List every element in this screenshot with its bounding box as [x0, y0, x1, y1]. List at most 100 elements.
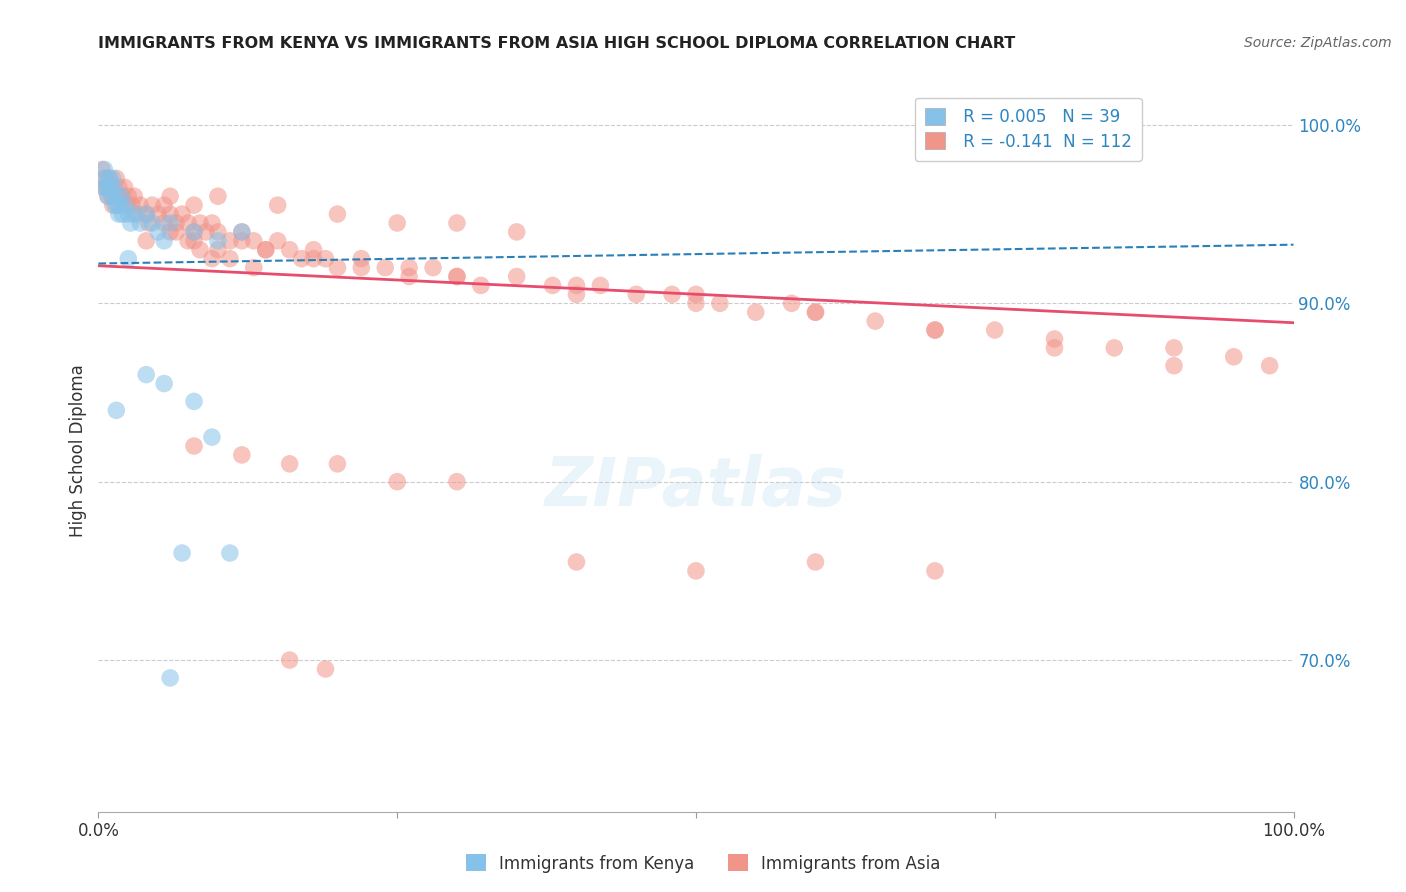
Point [446, 475, 468, 489]
Point [183, 439, 205, 453]
Point [135, 234, 157, 248]
Point [117, 207, 139, 221]
Point [219, 546, 242, 560]
Point [153, 376, 176, 391]
Point [96, 180, 118, 194]
Point [302, 243, 325, 257]
Point [254, 243, 277, 257]
Point [267, 198, 290, 212]
Point [98, 180, 122, 194]
Point [129, 198, 152, 212]
Point [398, 269, 420, 284]
Point [804, 305, 827, 319]
Point [141, 216, 163, 230]
Point [374, 260, 396, 275]
Point [105, 189, 128, 203]
Point [506, 225, 529, 239]
Point [107, 207, 129, 221]
Point [107, 180, 129, 194]
Point [804, 305, 827, 319]
Point [804, 555, 827, 569]
Point [159, 207, 181, 221]
Point [278, 457, 301, 471]
Point [111, 189, 134, 203]
Point [506, 269, 529, 284]
Point [422, 260, 444, 275]
Point [135, 368, 157, 382]
Point [101, 171, 124, 186]
Point [865, 314, 887, 328]
Legend:  R = 0.005   N = 39,  R = -0.141  N = 112: R = 0.005 N = 39, R = -0.141 N = 112 [914, 97, 1142, 161]
Point [302, 252, 325, 266]
Point [207, 189, 229, 203]
Point [121, 198, 143, 212]
Point [183, 394, 205, 409]
Point [243, 234, 266, 248]
Point [201, 252, 224, 266]
Point [231, 448, 253, 462]
Point [104, 198, 127, 212]
Point [1223, 350, 1246, 364]
Point [326, 260, 349, 275]
Point [135, 207, 157, 221]
Point [153, 216, 176, 230]
Point [183, 198, 205, 212]
Point [188, 216, 211, 230]
Point [97, 189, 120, 203]
Point [177, 216, 200, 230]
Point [924, 323, 946, 337]
Point [108, 198, 131, 212]
Point [385, 475, 409, 489]
Point [709, 296, 731, 310]
Point [91, 162, 114, 177]
Point [1258, 359, 1281, 373]
Point [350, 260, 373, 275]
Point [278, 243, 301, 257]
Point [207, 243, 229, 257]
Point [93, 162, 115, 177]
Point [138, 216, 160, 230]
Point [117, 189, 139, 203]
Point [98, 171, 121, 186]
Point [96, 180, 118, 194]
Point [626, 287, 648, 301]
Point [110, 189, 132, 203]
Point [541, 278, 564, 293]
Point [114, 180, 136, 194]
Point [350, 252, 373, 266]
Text: IMMIGRANTS FROM KENYA VS IMMIGRANTS FROM ASIA HIGH SCHOOL DIPLOMA CORRELATION CH: IMMIGRANTS FROM KENYA VS IMMIGRANTS FROM… [98, 36, 1015, 51]
Point [114, 198, 136, 212]
Point [124, 189, 146, 203]
Point [195, 225, 218, 239]
Point [172, 546, 194, 560]
Point [661, 287, 683, 301]
Y-axis label: High School Diploma: High School Diploma [69, 364, 87, 537]
Point [254, 243, 277, 257]
Point [135, 207, 157, 221]
Point [219, 252, 242, 266]
Point [93, 171, 115, 186]
Point [1104, 341, 1126, 355]
Point [446, 269, 468, 284]
Point [98, 180, 122, 194]
Point [565, 555, 588, 569]
Point [315, 252, 337, 266]
Point [1043, 332, 1066, 346]
Point [115, 198, 138, 212]
Point [148, 207, 170, 221]
Point [120, 216, 142, 230]
Point [243, 260, 266, 275]
Point [183, 225, 205, 239]
Point [101, 189, 124, 203]
Point [172, 207, 194, 221]
Point [984, 323, 1007, 337]
Point [219, 234, 242, 248]
Point [108, 189, 131, 203]
Point [385, 216, 409, 230]
Point [141, 198, 163, 212]
Point [98, 171, 121, 186]
Point [177, 234, 200, 248]
Point [153, 234, 176, 248]
Point [207, 234, 229, 248]
Point [111, 207, 134, 221]
